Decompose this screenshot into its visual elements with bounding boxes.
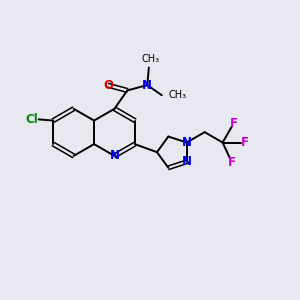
Text: CH₃: CH₃ — [141, 54, 159, 64]
Text: F: F — [228, 156, 236, 169]
Text: N: N — [182, 136, 192, 149]
Text: O: O — [103, 79, 113, 92]
Text: N: N — [182, 155, 192, 168]
Text: CH₃: CH₃ — [168, 90, 186, 100]
Text: F: F — [241, 136, 248, 149]
Text: Cl: Cl — [26, 113, 38, 126]
Text: N: N — [142, 79, 152, 92]
Text: N: N — [110, 149, 119, 162]
Text: F: F — [230, 117, 238, 130]
